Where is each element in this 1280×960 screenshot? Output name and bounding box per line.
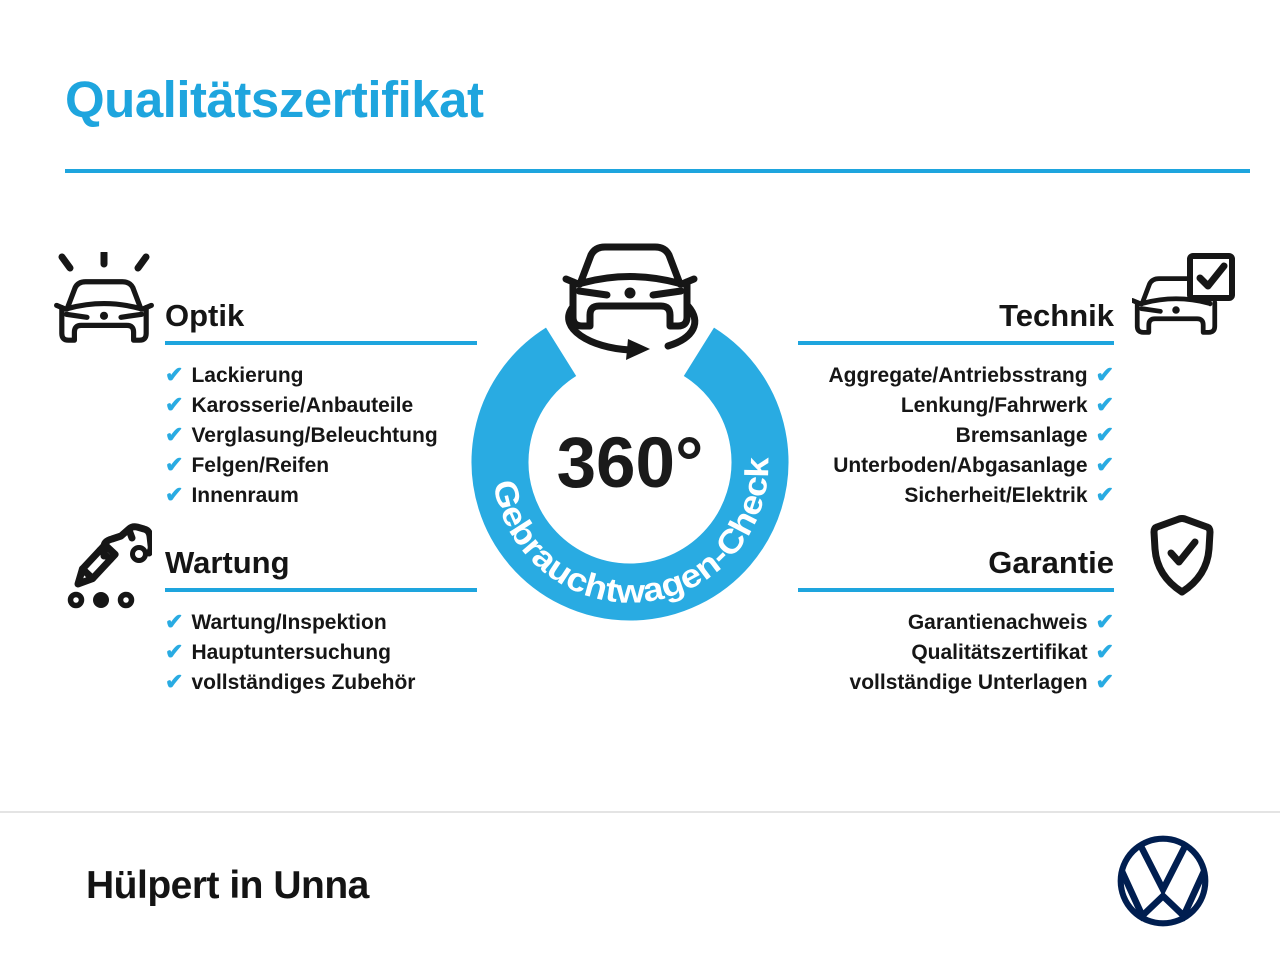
checklist-item: ✔ Qualitätszertifikat <box>798 638 1114 668</box>
blue-ring <box>471 327 789 621</box>
section-divider <box>798 588 1114 592</box>
checklist-item-label: Lenkung/Fahrwerk <box>900 394 1088 417</box>
check-icon: ✔ <box>1095 639 1114 664</box>
check-icon: ✔ <box>1095 362 1114 387</box>
checklist-item-label: Felgen/Reifen <box>191 454 330 477</box>
section-optik: Optik ✔ Lackierung ✔ Karosserie/Anbauteile… <box>165 298 477 511</box>
checklist-item: ✔ Lenkung/Fahrwerk <box>798 391 1114 421</box>
checklist-item: ✔ Karosserie/Anbauteile <box>165 391 477 421</box>
section-divider <box>165 588 477 592</box>
checklist-item-label: Aggregate/Antriebsstrang <box>828 364 1088 387</box>
checklist-item: ✔ vollständige Unterlagen <box>798 668 1114 698</box>
check-icon: ✔ <box>1095 609 1114 634</box>
checklist-item: ✔ Felgen/Reifen <box>165 451 477 481</box>
checklist-item: ✔ Verglasung/Beleuchtung <box>165 421 477 451</box>
section-title-technik: Technik <box>999 298 1114 333</box>
section-title-optik: Optik <box>165 298 245 333</box>
check-icon: ✔ <box>165 362 184 387</box>
title-divider <box>65 169 1250 173</box>
check-icon: ✔ <box>165 422 184 447</box>
section-garantie: Garantie ✔ Garantienachweis ✔ Qualitätszer… <box>798 545 1114 698</box>
check-icon: ✔ <box>1095 452 1114 477</box>
shining-car-icon <box>54 252 154 343</box>
checklist-item-label: Wartung/Inspektion <box>191 611 387 634</box>
checklist-optik: ✔ Lackierung ✔ Karosserie/Anbauteile ✔ Verg… <box>165 361 477 511</box>
vw-logo-icon <box>1117 835 1209 927</box>
checklist-item: ✔ Sicherheit/Elektrik <box>798 481 1114 511</box>
checklist-item-label: Garantienachweis <box>907 611 1088 634</box>
checklist-garantie: ✔ Garantienachweis ✔ Qualitätszertifikat ✔… <box>798 608 1114 698</box>
check-icon: ✔ <box>165 639 184 664</box>
checklist-item-label: Bremsanlage <box>955 424 1088 447</box>
check-icon: ✔ <box>165 669 184 694</box>
checklist-item-label: Hauptuntersuchung <box>191 641 391 664</box>
section-title-garantie: Garantie <box>988 545 1114 580</box>
checklist-item: ✔ Lackierung <box>165 361 477 391</box>
checklist-item: ✔ Wartung/Inspektion <box>165 608 477 638</box>
check-icon: ✔ <box>1095 482 1114 507</box>
checklist-item-label: Lackierung <box>191 364 304 387</box>
checklist-item-label: Sicherheit/Elektrik <box>904 484 1088 507</box>
rotation-car-icon <box>562 243 699 360</box>
degree-label: 360° <box>557 424 704 503</box>
checklist-item: ✔ Innenraum <box>165 481 477 511</box>
checklist-item-label: vollständiges Zubehör <box>191 671 416 694</box>
footer-divider <box>0 811 1280 813</box>
check-icon: ✔ <box>165 482 184 507</box>
checklist-item-label: Innenraum <box>191 484 299 507</box>
section-divider <box>798 341 1114 345</box>
shield-check-icon <box>1150 515 1214 596</box>
section-title-wartung: Wartung <box>165 545 290 580</box>
checklist-wartung: ✔ Wartung/Inspektion ✔ Hauptuntersuchung ✔… <box>165 608 477 698</box>
checklist-item-label: Karosserie/Anbauteile <box>191 394 414 417</box>
checklist-item: ✔ vollständiges Zubehör <box>165 668 477 698</box>
dealer-name: Hülpert in Unna <box>86 864 369 907</box>
checklist-item: ✔ Aggregate/Antriebsstrang <box>798 361 1114 391</box>
check-icon: ✔ <box>165 392 184 417</box>
checklist-item: ✔ Garantienachweis <box>798 608 1114 638</box>
checklist-item: ✔ Hauptuntersuchung <box>165 638 477 668</box>
check-icon: ✔ <box>165 609 184 634</box>
car-checkbox-icon <box>1132 253 1235 335</box>
checklist-item-label: Verglasung/Beleuchtung <box>191 424 438 447</box>
checklist-item: ✔ Bremsanlage <box>798 421 1114 451</box>
checklist-technik: ✔ Aggregate/Antriebsstrang ✔ Lenkung/Fahrw… <box>798 361 1114 511</box>
check-icon: ✔ <box>165 452 184 477</box>
check-icon: ✔ <box>1095 422 1114 447</box>
section-wartung: Wartung ✔ Wartung/Inspektion ✔ Hauptunters… <box>165 545 477 698</box>
checklist-item: ✔ Unterboden/Abgasanlage <box>798 451 1114 481</box>
checklist-item-label: Qualitätszertifikat <box>911 641 1088 664</box>
section-divider <box>165 341 477 345</box>
check-icon: ✔ <box>1095 669 1114 694</box>
360-check-graphic: Gebrauchtwagen-Check 360° <box>471 243 789 621</box>
checklist-item-label: vollständige Unterlagen <box>849 671 1088 694</box>
section-technik: Technik ✔ Aggregate/Antriebsstrang ✔ Lenku… <box>798 298 1114 511</box>
pencil-car-icon <box>67 523 152 609</box>
check-icon: ✔ <box>1095 392 1114 417</box>
checklist-item-label: Unterboden/Abgasanlage <box>833 454 1088 477</box>
page-title: Qualitätszertifikat <box>65 71 484 128</box>
